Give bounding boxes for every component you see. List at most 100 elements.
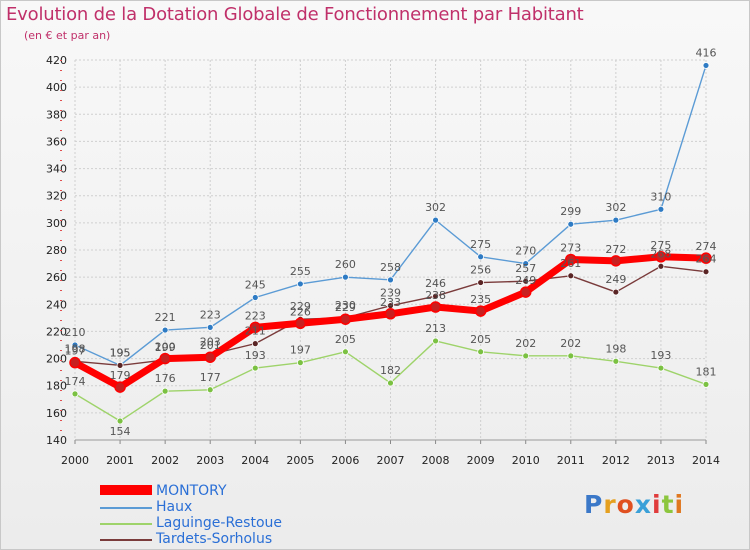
legend-label-tardets-sorholus: Tardets-Sorholus bbox=[156, 531, 273, 547]
logo-letter: i bbox=[674, 490, 685, 519]
data-point bbox=[432, 337, 439, 345]
data-point bbox=[159, 352, 171, 365]
data-label: 249 bbox=[515, 274, 536, 287]
data-label: 200 bbox=[155, 341, 176, 354]
y-tick-label: 340 bbox=[46, 163, 67, 176]
data-point bbox=[612, 288, 620, 296]
logo-letter: i bbox=[652, 490, 662, 519]
data-label: 275 bbox=[650, 239, 671, 252]
data-label: 181 bbox=[696, 365, 717, 378]
data-point bbox=[657, 364, 665, 372]
data-point bbox=[522, 277, 530, 285]
data-point bbox=[567, 352, 575, 360]
data-label: 273 bbox=[560, 242, 581, 255]
x-tick-label: 2000 bbox=[61, 454, 89, 467]
data-point bbox=[610, 255, 622, 267]
data-point bbox=[432, 216, 439, 224]
x-tick-label: 2014 bbox=[692, 454, 720, 467]
data-point bbox=[477, 279, 485, 286]
chart-subtitle: (en € et par an) bbox=[24, 29, 111, 42]
data-label: 195 bbox=[110, 346, 131, 359]
data-label: 249 bbox=[605, 273, 626, 286]
x-tick-label: 2001 bbox=[106, 454, 134, 467]
data-label: 210 bbox=[65, 326, 86, 339]
series-group bbox=[69, 62, 712, 425]
x-tick-label: 2009 bbox=[467, 454, 495, 467]
data-label: 302 bbox=[605, 201, 626, 214]
chart-title: Evolution de la Dotation Globale de Fonc… bbox=[6, 4, 584, 25]
y-tick-label: 240 bbox=[46, 298, 67, 311]
data-point bbox=[251, 340, 259, 348]
data-point bbox=[71, 390, 79, 398]
legend-swatch-tardets-sorholus bbox=[100, 539, 152, 541]
data-point bbox=[69, 356, 81, 369]
data-point bbox=[567, 272, 575, 280]
x-tick-label: 2010 bbox=[512, 454, 540, 467]
data-point bbox=[114, 381, 126, 393]
data-label: 270 bbox=[515, 245, 536, 258]
data-label: 223 bbox=[200, 308, 221, 321]
data-point bbox=[206, 386, 214, 394]
y-tick-label: 160 bbox=[46, 407, 67, 420]
data-point bbox=[339, 313, 352, 325]
data-label: 198 bbox=[605, 342, 626, 355]
data-label: 193 bbox=[650, 349, 671, 362]
logo-letter: o bbox=[616, 490, 635, 519]
data-label: 310 bbox=[650, 190, 671, 203]
data-point bbox=[612, 357, 620, 365]
data-label: 197 bbox=[290, 344, 311, 357]
legend-swatch-laguinge-restoue bbox=[100, 523, 152, 525]
data-point bbox=[387, 379, 394, 387]
data-label: 176 bbox=[155, 372, 176, 385]
y-tick-label: 320 bbox=[46, 190, 67, 203]
data-point bbox=[657, 205, 665, 213]
data-label: 205 bbox=[335, 333, 356, 346]
y-tick-label: 380 bbox=[46, 108, 67, 121]
logo-letter: r bbox=[603, 490, 617, 519]
data-label: 261 bbox=[560, 257, 581, 270]
data-point bbox=[384, 308, 397, 320]
data-label: 223 bbox=[245, 309, 266, 322]
data-point bbox=[657, 262, 665, 270]
data-label: 213 bbox=[425, 322, 446, 335]
data-label: 229 bbox=[290, 300, 311, 313]
data-label: 258 bbox=[380, 261, 401, 274]
data-label: 199 bbox=[155, 341, 176, 354]
data-point bbox=[161, 326, 169, 334]
x-tick-label: 2008 bbox=[422, 454, 450, 467]
logo-letter: x bbox=[634, 490, 652, 519]
data-label: 272 bbox=[605, 243, 626, 256]
data-label: 246 bbox=[425, 277, 446, 290]
data-point bbox=[702, 380, 710, 388]
data-point bbox=[342, 348, 349, 356]
data-point bbox=[294, 317, 307, 330]
data-point bbox=[296, 280, 304, 288]
y-tick-label: 200 bbox=[46, 353, 67, 366]
data-label: 416 bbox=[696, 46, 717, 59]
data-point bbox=[519, 286, 532, 298]
data-point bbox=[387, 276, 394, 284]
legend-label-laguinge-restoue: Laguinge-Restoue bbox=[156, 515, 282, 531]
data-point bbox=[702, 268, 710, 276]
data-label: 205 bbox=[470, 333, 491, 346]
data-label: 238 bbox=[425, 289, 446, 302]
y-tick-label: 280 bbox=[46, 244, 67, 257]
y-tick-label: 220 bbox=[46, 325, 67, 338]
data-label: 193 bbox=[245, 349, 266, 362]
data-point bbox=[565, 253, 577, 266]
data-point bbox=[116, 417, 124, 425]
y-tick-label: 140 bbox=[46, 434, 67, 447]
logo-letter: P bbox=[584, 490, 604, 519]
data-label: 203 bbox=[200, 336, 221, 349]
legend-label-montory: MONTORY bbox=[156, 483, 227, 499]
data-point bbox=[702, 62, 710, 69]
y-tick-label: 260 bbox=[46, 271, 67, 284]
y-tick-label: 180 bbox=[46, 380, 67, 393]
data-label: 239 bbox=[380, 287, 401, 300]
data-point bbox=[161, 387, 169, 395]
data-label: 235 bbox=[470, 293, 491, 306]
data-label: 233 bbox=[380, 296, 401, 309]
x-tick-label: 2005 bbox=[286, 454, 314, 467]
